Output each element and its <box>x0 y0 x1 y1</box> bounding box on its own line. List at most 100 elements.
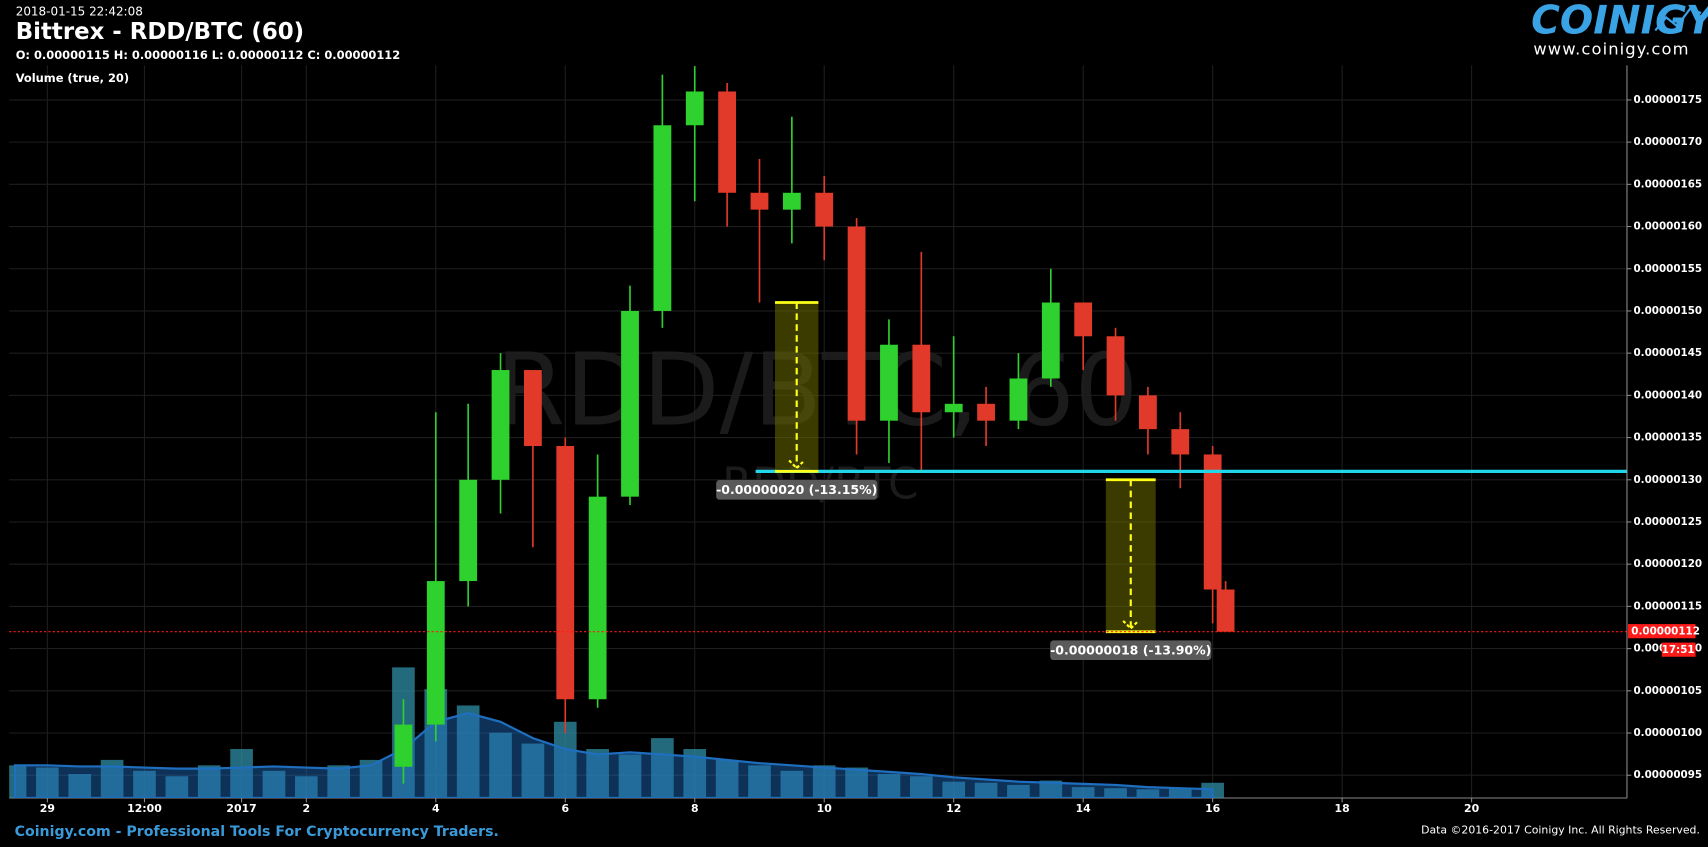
candle-body <box>588 496 607 700</box>
x-tick-label: 20 <box>1464 802 1480 815</box>
candle-body <box>815 192 834 227</box>
volume-bar <box>942 781 966 799</box>
volume-bar <box>618 754 642 799</box>
candle-body <box>1216 589 1235 632</box>
countdown: 17:51 <box>1662 644 1695 656</box>
y-tick-label: 0.00000105 <box>1634 685 1703 697</box>
plot-area: RDD/BTC, 60RDD/BTC0.000000950.000001000.… <box>9 65 1703 815</box>
volume-bar <box>683 749 707 799</box>
candle-body <box>912 344 931 413</box>
countdown-bg <box>1661 642 1696 657</box>
candle-body <box>977 403 995 421</box>
volume-bar <box>521 743 545 799</box>
volume-bar <box>910 776 933 799</box>
volume-bar <box>359 759 383 799</box>
y-tick-label: 0.00000150 <box>1634 305 1703 317</box>
y-tick-label: 0.00000175 <box>1634 94 1703 106</box>
candle-body <box>1041 302 1060 379</box>
volume-bar <box>100 759 124 799</box>
x-tick-label: 12 <box>946 802 961 815</box>
y-tick-label: 0.00000130 <box>1634 474 1703 486</box>
y-tick-label: 0.00000140 <box>1634 389 1703 401</box>
x-tick-label: 14 <box>1076 802 1092 815</box>
volume-bar <box>748 765 771 799</box>
candle-body <box>750 192 769 210</box>
x-tick-label: 29 <box>40 802 55 815</box>
measure-label-bg <box>1050 640 1212 661</box>
volume-bar <box>197 765 221 799</box>
candle-body <box>847 226 866 421</box>
volume-bar <box>133 770 156 799</box>
volume-bar <box>456 705 480 799</box>
volume-bar <box>327 765 351 799</box>
volume-bar <box>715 759 739 799</box>
timestamp: 2018-01-15 22:42:08 <box>16 4 143 18</box>
price-tag-label: 0.00000112 <box>1631 626 1700 638</box>
volume-bar <box>230 749 253 799</box>
footer-tagline: Coinigy.com - Professional Tools For Cry… <box>15 824 499 840</box>
volume-bar <box>1104 788 1127 799</box>
y-tick-label: 0.00000125 <box>1634 516 1703 528</box>
candle-body <box>426 581 445 725</box>
y-tick-label: 0.00000145 <box>1634 347 1703 359</box>
measure-arrowhead <box>788 459 806 470</box>
ohlc-readout: O: 0.00000115 H: 0.00000116 L: 0.0000011… <box>16 48 401 62</box>
volume-bar <box>9 765 27 799</box>
volume-bar <box>262 770 286 799</box>
volume-bar <box>68 774 92 799</box>
candle-body <box>1106 336 1125 396</box>
candle-body <box>1074 302 1093 337</box>
volume-bar <box>489 732 512 799</box>
candle-body <box>1009 378 1028 421</box>
x-tick-label: 2017 <box>226 802 256 815</box>
candle-body <box>621 310 639 497</box>
volume-bar <box>165 776 189 799</box>
chart-title: Bittrex - RDD/BTC (60) <box>16 19 304 45</box>
candle-body <box>459 479 478 582</box>
x-tick-label: 10 <box>817 802 833 815</box>
volume-bar <box>1071 787 1095 799</box>
x-tick-label: 6 <box>561 802 569 815</box>
y-tick-label: 0.00000135 <box>1634 432 1703 444</box>
y-tick-label: 0.00000100 <box>1634 727 1703 739</box>
footer-copyright: Data ©2016-2017 Coinigy Inc. All Rights … <box>1421 824 1700 837</box>
logo-icon <box>1654 7 1702 32</box>
candle-body <box>653 125 672 311</box>
x-tick-label: 18 <box>1335 802 1350 815</box>
candle-body <box>491 370 510 480</box>
y-tick-label: 0.00000155 <box>1634 263 1703 275</box>
volume-bar <box>780 770 804 799</box>
volume-bar <box>845 767 868 799</box>
y-tick-label: 0.00000095 <box>1634 769 1703 781</box>
y-tick-label: 0.00000120 <box>1634 558 1703 570</box>
y-tick-label: 0.00000115 <box>1634 600 1703 612</box>
x-tick-label: 16 <box>1205 802 1220 815</box>
candle-body <box>1203 454 1222 590</box>
y-tick-label: 0.00000165 <box>1634 178 1703 190</box>
volume-bar <box>553 721 577 799</box>
x-tick-label: 4 <box>432 802 440 815</box>
volume-ma-area <box>13 711 1214 799</box>
candle-body <box>1171 429 1190 455</box>
logo-url: www.coinigy.com <box>1533 40 1689 59</box>
candle-body <box>524 370 542 447</box>
candle-body <box>782 192 801 210</box>
volume-bar <box>36 767 59 799</box>
x-tick-label: 2 <box>303 802 311 815</box>
y-tick-label: 0.00000160 <box>1634 221 1703 233</box>
candle-body <box>556 446 575 700</box>
price-tag <box>1628 624 1696 639</box>
indicator-label: Volume (true, 20) <box>16 71 129 85</box>
candle-body <box>394 724 413 767</box>
measure-label: -0.00000018 (-13.90%) <box>1050 642 1211 657</box>
candle-body <box>880 344 898 421</box>
logo: COINIGY <box>1531 0 1708 43</box>
volume-bar <box>1136 789 1160 799</box>
volume-bar <box>877 774 901 799</box>
candle-body <box>944 403 963 413</box>
x-tick-label: 8 <box>691 802 699 815</box>
measure-label: -0.00000020 (-13.15%) <box>716 482 877 497</box>
